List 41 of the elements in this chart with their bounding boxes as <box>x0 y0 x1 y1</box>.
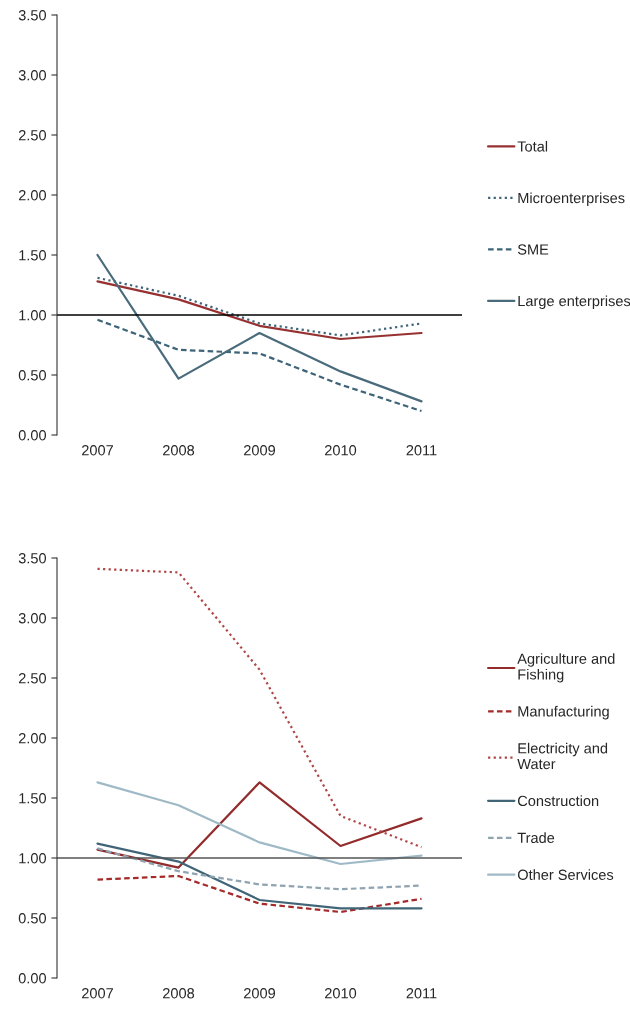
x-tick-label: 2007 <box>82 988 113 999</box>
legend-label: Trade <box>517 832 555 844</box>
x-tick-label: 2009 <box>244 445 276 456</box>
legend-label: Other Services <box>517 869 614 880</box>
legend-label: SME <box>517 244 549 255</box>
y-tick-label: 3.00 <box>18 613 47 624</box>
y-tick-label: 1.00 <box>19 853 47 864</box>
x-tick-label: 2011 <box>406 988 437 999</box>
x-tick-label: 2011 <box>406 445 437 456</box>
y-tick-label: 3.50 <box>18 10 47 21</box>
line-series <box>96 318 423 413</box>
y-tick-label: 2.00 <box>18 733 47 744</box>
line-series <box>96 567 423 849</box>
legend-label: Construction <box>517 795 599 807</box>
y-tick-label: 2.50 <box>18 673 47 684</box>
x-tick-label: 2008 <box>163 445 195 456</box>
legend-label: Agriculture and Fishing <box>517 653 615 683</box>
legend-label: Microenterprises <box>518 192 625 207</box>
x-tick-label: 2008 <box>163 988 195 999</box>
line-series <box>96 874 423 914</box>
legend-label: Large enterprises <box>518 295 630 310</box>
y-tick-label: 0.00 <box>18 973 47 984</box>
y-tick-label: 1.50 <box>19 250 47 261</box>
y-tick-label: 3.00 <box>18 70 47 81</box>
y-tick-label: 2.00 <box>18 190 47 201</box>
x-tick-label: 2007 <box>82 445 113 456</box>
y-tick-label: 3.50 <box>18 553 47 564</box>
y-tick-label: 2.50 <box>18 130 47 141</box>
line-series <box>96 842 423 910</box>
y-tick-label: 1.00 <box>19 310 47 321</box>
legend-label: Manufacturing <box>518 705 609 720</box>
y-tick-label: 1.50 <box>19 793 47 804</box>
line-series <box>96 253 423 403</box>
y-tick-label: 0.50 <box>18 370 47 381</box>
x-tick-label: 2010 <box>325 988 357 999</box>
x-tick-label: 2010 <box>325 445 357 456</box>
legend-label: Total <box>517 140 548 152</box>
y-tick-label: 0.00 <box>18 430 47 441</box>
legend-label: Electricity and Water <box>517 742 608 770</box>
x-tick-label: 2009 <box>244 988 276 999</box>
y-tick-label: 0.50 <box>18 913 47 924</box>
